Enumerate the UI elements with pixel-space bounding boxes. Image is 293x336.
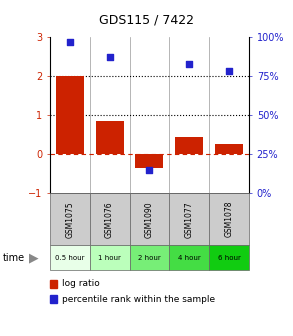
Bar xyxy=(169,193,209,245)
Bar xyxy=(209,193,249,245)
Text: 6 hour: 6 hour xyxy=(218,255,241,261)
Point xyxy=(147,167,152,172)
Bar xyxy=(169,245,209,270)
Text: time: time xyxy=(3,253,25,263)
Point xyxy=(187,61,192,66)
Text: percentile rank within the sample: percentile rank within the sample xyxy=(62,295,215,303)
Text: GDS115 / 7422: GDS115 / 7422 xyxy=(99,13,194,27)
Bar xyxy=(96,121,124,154)
Point xyxy=(107,54,112,60)
Bar xyxy=(90,245,130,270)
Bar xyxy=(50,245,90,270)
Text: GSM1076: GSM1076 xyxy=(105,201,114,238)
Bar xyxy=(130,193,169,245)
Bar xyxy=(50,193,90,245)
Bar xyxy=(90,193,130,245)
Text: 1 hour: 1 hour xyxy=(98,255,121,261)
Text: GSM1075: GSM1075 xyxy=(65,201,74,238)
Point xyxy=(227,69,231,74)
Text: 2 hour: 2 hour xyxy=(138,255,161,261)
Bar xyxy=(215,144,243,154)
Bar xyxy=(130,245,169,270)
Bar xyxy=(135,154,163,168)
Text: GSM1090: GSM1090 xyxy=(145,201,154,238)
Text: ▶: ▶ xyxy=(29,251,39,264)
Bar xyxy=(175,136,203,154)
Point xyxy=(67,39,72,44)
Bar xyxy=(56,76,84,154)
Text: 0.5 hour: 0.5 hour xyxy=(55,255,84,261)
Text: GSM1078: GSM1078 xyxy=(225,201,234,238)
Text: log ratio: log ratio xyxy=(62,280,99,288)
Text: 4 hour: 4 hour xyxy=(178,255,201,261)
Bar xyxy=(209,245,249,270)
Text: GSM1077: GSM1077 xyxy=(185,201,194,238)
